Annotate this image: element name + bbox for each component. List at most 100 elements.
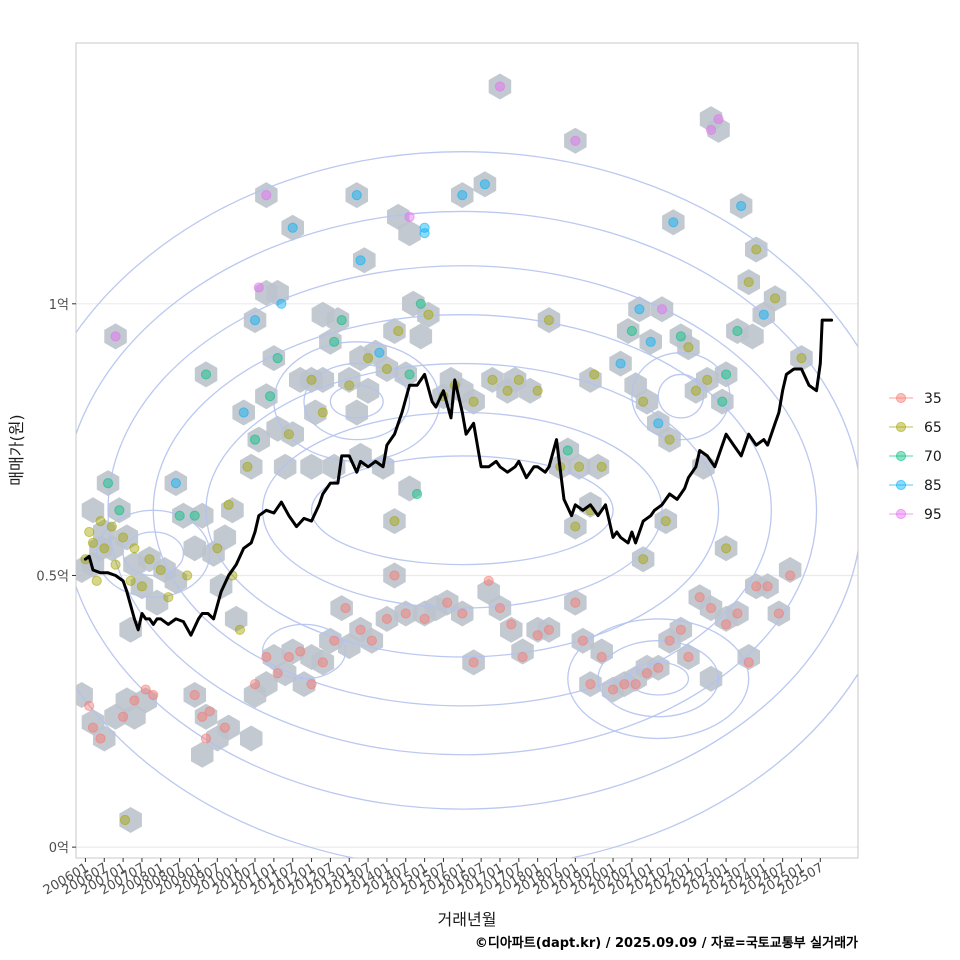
data-point-85 — [419, 228, 430, 239]
data-point-35 — [664, 635, 675, 646]
data-point-65 — [306, 374, 317, 385]
legend-label-35: 35 — [924, 391, 942, 407]
hex-bin — [631, 546, 655, 573]
data-point-95 — [404, 211, 415, 222]
hex-bin — [616, 318, 640, 344]
data-point-35 — [340, 602, 351, 614]
data-point-65 — [589, 369, 600, 380]
data-point-35 — [204, 706, 215, 717]
hex-bin — [609, 350, 632, 377]
hex-bin — [202, 540, 225, 567]
data-point-35 — [607, 684, 619, 695]
data-point-35 — [653, 662, 664, 673]
density-contour — [107, 265, 818, 756]
data-point-70 — [174, 510, 185, 521]
data-point-35 — [355, 624, 366, 635]
data-point-65 — [362, 353, 374, 364]
hex-bin — [398, 475, 421, 502]
data-point-65 — [118, 532, 129, 543]
data-point-65 — [468, 396, 479, 407]
density-contour — [303, 362, 411, 441]
hex-bin — [353, 247, 376, 274]
data-point-35 — [317, 657, 328, 668]
data-point-70 — [114, 505, 125, 516]
hex-bin — [462, 649, 485, 676]
hex-bin — [647, 654, 670, 681]
hex-bin — [326, 307, 350, 334]
data-point-70 — [562, 445, 573, 456]
hex-bin — [699, 665, 723, 692]
data-point-35 — [694, 592, 705, 603]
hex-bin — [763, 285, 787, 312]
data-point-35 — [189, 689, 200, 701]
data-point-35 — [249, 679, 261, 690]
hex-bin — [194, 361, 218, 388]
data-point-35 — [468, 657, 479, 668]
data-point-65 — [212, 543, 223, 554]
data-point-65 — [513, 374, 524, 385]
data-point-70 — [717, 396, 728, 407]
data-point-35 — [762, 581, 773, 592]
data-point-35 — [705, 602, 717, 614]
hex-bin — [500, 616, 523, 643]
hex-bin — [240, 453, 263, 480]
data-point-35 — [140, 684, 151, 695]
legend-label-85: 85 — [924, 478, 942, 494]
hex-bin — [191, 741, 214, 768]
density-contour — [76, 151, 858, 858]
y-tick-label: 1억 — [49, 298, 69, 313]
density-contour — [631, 352, 731, 441]
data-point-35 — [751, 581, 762, 592]
density-contour — [657, 373, 705, 419]
hex-bin — [756, 573, 779, 600]
hex-bin — [571, 627, 595, 654]
hex-bin — [488, 73, 512, 100]
density-contour — [627, 661, 690, 696]
data-point-70 — [249, 434, 261, 445]
data-point-70 — [626, 325, 637, 337]
hex-bin — [292, 671, 316, 698]
data-point-35 — [683, 651, 694, 663]
data-point-35 — [295, 646, 306, 657]
data-point-65 — [125, 575, 136, 587]
hex-bin — [518, 377, 542, 404]
hex-bin — [767, 600, 791, 627]
data-point-35 — [148, 689, 159, 701]
legend-key-point — [895, 479, 907, 491]
data-point-95 — [261, 190, 272, 201]
hex-bin — [104, 703, 127, 730]
data-point-65 — [574, 461, 585, 472]
data-point-35 — [720, 619, 732, 630]
data-point-65 — [543, 315, 555, 326]
data-point-65 — [99, 543, 110, 554]
data-point-85 — [615, 358, 626, 369]
density-contour — [205, 362, 720, 658]
hex-bin — [375, 356, 399, 382]
data-point-85 — [249, 315, 261, 326]
data-point-65 — [502, 385, 513, 396]
data-point-35 — [261, 651, 272, 663]
hex-bin — [273, 660, 297, 687]
data-point-85 — [374, 347, 385, 358]
data-point-35 — [506, 619, 517, 630]
data-point-70 — [272, 353, 283, 364]
data-point-65 — [234, 624, 246, 635]
data-point-65 — [389, 516, 400, 527]
data-point-85 — [634, 304, 645, 315]
data-point-35 — [197, 711, 208, 722]
data-point-85 — [287, 222, 298, 233]
data-point-85 — [355, 255, 366, 266]
hex-bin — [130, 573, 154, 600]
hex-bin — [737, 644, 760, 670]
data-point-65 — [106, 521, 117, 532]
data-point-95 — [494, 81, 506, 92]
data-point-70 — [102, 478, 114, 489]
data-point-35 — [87, 722, 99, 733]
data-point-65 — [660, 516, 671, 527]
data-point-65 — [84, 526, 95, 538]
data-point-85 — [758, 309, 769, 320]
data-point-35 — [272, 668, 283, 679]
data-point-35 — [381, 613, 393, 625]
hex-bin — [394, 600, 417, 627]
